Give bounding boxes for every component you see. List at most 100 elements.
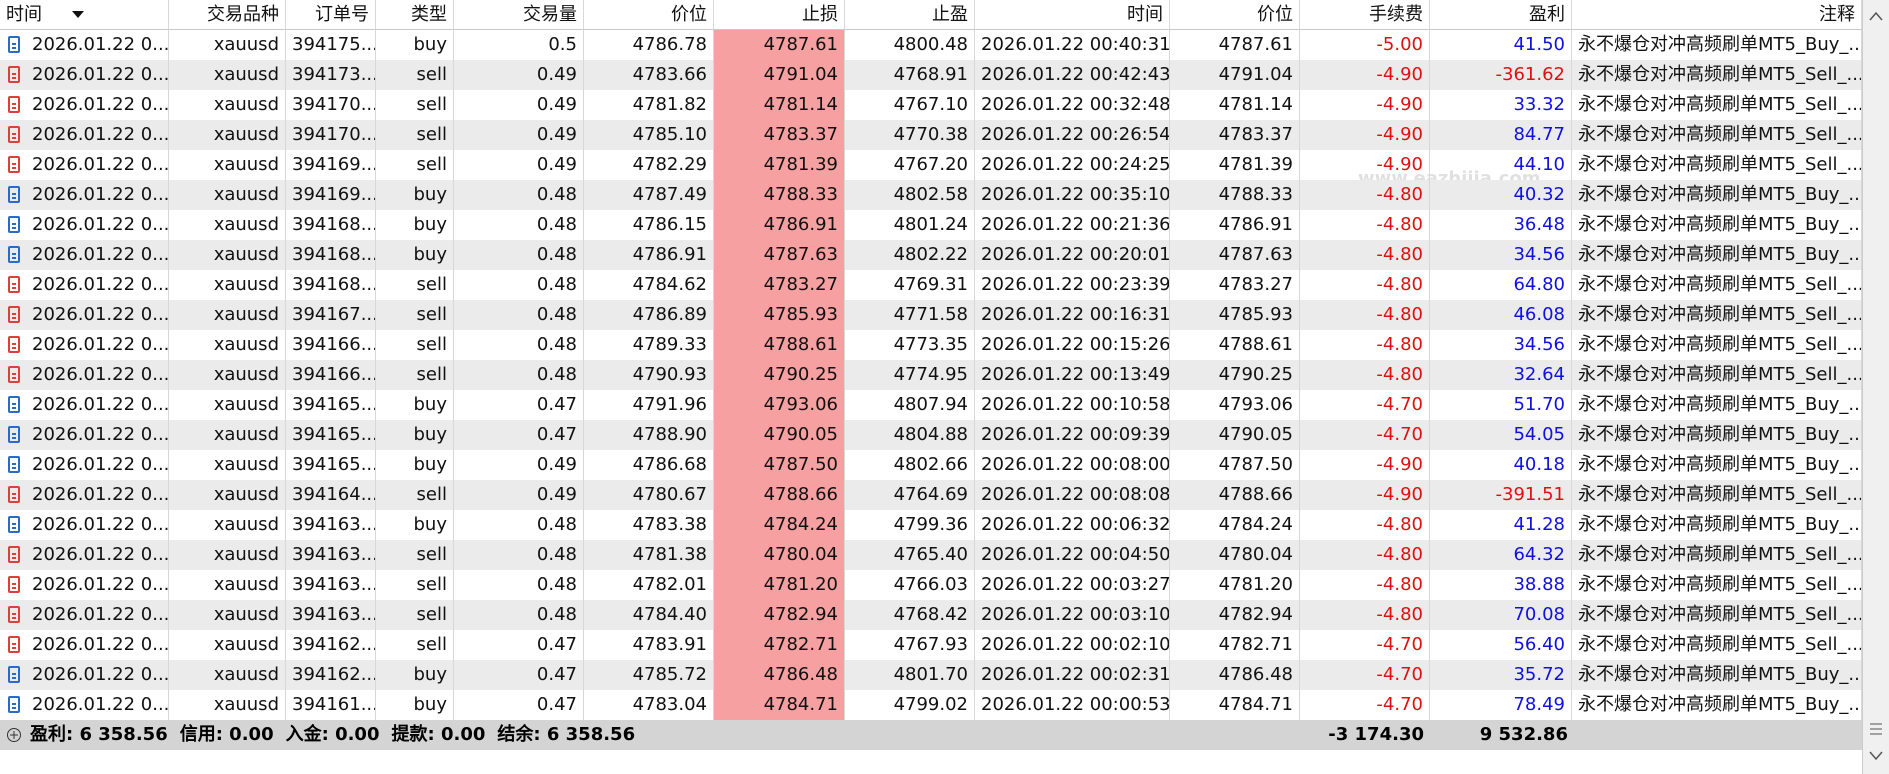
cell: sell xyxy=(376,120,454,150)
cell: xauusd xyxy=(169,690,286,720)
column-header[interactable]: 止损 xyxy=(714,0,845,30)
cell: 394170... xyxy=(286,90,376,120)
commission-total: -3 174.30 xyxy=(1328,724,1424,745)
cell: 4790.25 xyxy=(1170,360,1300,390)
cell: 永不爆仓对冲高频刷单MT5_Sell_... xyxy=(1572,360,1862,390)
column-header[interactable]: 手续费 xyxy=(1300,0,1430,30)
order-icon xyxy=(8,66,20,83)
cell: 永不爆仓对冲高频刷单MT5_Sell_... xyxy=(1572,270,1862,300)
cell: 0.48 xyxy=(454,240,584,270)
trade-row[interactable]: 2026.01.22 0... xauusd 394162... sell 0.47 47… xyxy=(0,630,1862,660)
cell: 0.48 xyxy=(454,330,584,360)
trade-row[interactable]: 2026.01.22 0... xauusd 394163... sell 0.48 47… xyxy=(0,570,1862,600)
cell: 4784.24 xyxy=(1170,510,1300,540)
cell: 2026.01.22 0... xyxy=(0,330,169,360)
cell: 394163... xyxy=(286,600,376,630)
column-header[interactable]: 价位 xyxy=(584,0,714,30)
cell: xauusd xyxy=(169,420,286,450)
trade-row[interactable]: 2026.01.22 0... xauusd 394163... sell 0.48 47… xyxy=(0,540,1862,570)
cell: 2026.01.22 00:42:43 xyxy=(975,60,1170,90)
cell: 2026.01.22 0... xyxy=(0,150,169,180)
column-header[interactable]: 盈利 xyxy=(1430,0,1572,30)
trade-row[interactable]: 2026.01.22 0... xauusd 394168... sell 0.48 47… xyxy=(0,270,1862,300)
trade-row[interactable]: 2026.01.22 0... xauusd 394161... buy 0.47 478… xyxy=(0,690,1862,720)
cell: xauusd xyxy=(169,630,286,660)
column-header[interactable]: 价位 xyxy=(1170,0,1300,30)
cell: sell xyxy=(376,330,454,360)
cell: -4.90 xyxy=(1300,480,1430,510)
column-header[interactable]: 交易量 xyxy=(454,0,584,30)
cell: 4782.71 xyxy=(1170,630,1300,660)
cell: 0.49 xyxy=(454,150,584,180)
cell: 0.5 xyxy=(454,30,584,60)
column-header[interactable]: 交易品种 xyxy=(169,0,286,30)
cell: 394161... xyxy=(286,690,376,720)
trade-row[interactable]: 2026.01.22 0... xauusd 394169... buy 0.48 478… xyxy=(0,180,1862,210)
column-header[interactable]: 止盈 xyxy=(845,0,975,30)
column-header[interactable]: 类型 xyxy=(376,0,454,30)
column-header[interactable]: 时间 xyxy=(975,0,1170,30)
cell: -4.80 xyxy=(1300,180,1430,210)
order-icon xyxy=(8,426,20,443)
trade-row[interactable]: 2026.01.22 0... xauusd 394169... sell 0.49 47… xyxy=(0,150,1862,180)
cell: 4774.95 xyxy=(845,360,975,390)
trade-row[interactable]: 2026.01.22 0... xauusd 394173... sell 0.49 47… xyxy=(0,60,1862,90)
column-header[interactable]: 注释 xyxy=(1572,0,1862,30)
cell: 0.47 xyxy=(454,420,584,450)
cell: 4771.58 xyxy=(845,300,975,330)
cell: 4786.15 xyxy=(584,210,714,240)
cell: 永不爆仓对冲高频刷单MT5_Sell_... xyxy=(1572,330,1862,360)
trade-row[interactable]: 2026.01.22 0... xauusd 394168... buy 0.48 478… xyxy=(0,210,1862,240)
trade-row[interactable]: 2026.01.22 0... xauusd 394163... sell 0.48 47… xyxy=(0,600,1862,630)
cell: 2026.01.22 00:09:39 xyxy=(975,420,1170,450)
cell: 0.48 xyxy=(454,510,584,540)
trade-row[interactable]: 2026.01.22 0... xauusd 394165... buy 0.47 479… xyxy=(0,390,1862,420)
cell: 0.48 xyxy=(454,570,584,600)
cell: 4783.27 xyxy=(714,270,845,300)
cell: -4.80 xyxy=(1300,360,1430,390)
cell: 2026.01.22 0... xyxy=(0,180,169,210)
order-icon xyxy=(8,576,20,593)
cell: 0.49 xyxy=(454,60,584,90)
trade-row[interactable]: 2026.01.22 0... xauusd 394164... sell 0.49 47… xyxy=(0,480,1862,510)
cell: -4.90 xyxy=(1300,60,1430,90)
cell: 4783.04 xyxy=(584,690,714,720)
column-header[interactable]: 订单号 xyxy=(286,0,376,30)
cell: 2026.01.22 0... xyxy=(0,270,169,300)
cell: 4767.20 xyxy=(845,150,975,180)
cell: 4783.91 xyxy=(584,630,714,660)
trade-row[interactable]: 2026.01.22 0... xauusd 394168... buy 0.48 478… xyxy=(0,240,1862,270)
trade-row[interactable]: 2026.01.22 0... xauusd 394175... buy 0.5 4786… xyxy=(0,30,1862,60)
trade-row[interactable]: 2026.01.22 0... xauusd 394165... buy 0.47 478… xyxy=(0,420,1862,450)
cell: 2026.01.22 0... xyxy=(0,510,169,540)
cell: 永不爆仓对冲高频刷单MT5_Buy_... xyxy=(1572,240,1862,270)
cell: 51.70 xyxy=(1430,390,1572,420)
cell: xauusd xyxy=(169,510,286,540)
cell: xauusd xyxy=(169,660,286,690)
scrollbar[interactable] xyxy=(1862,0,1889,774)
cell: -4.80 xyxy=(1300,330,1430,360)
cell: 2026.01.22 0... xyxy=(0,570,169,600)
cell: sell xyxy=(376,360,454,390)
column-header[interactable]: 时间 xyxy=(0,0,169,30)
cell: 4782.71 xyxy=(714,630,845,660)
trade-row[interactable]: 2026.01.22 0... xauusd 394170... sell 0.49 47… xyxy=(0,120,1862,150)
cell: 2026.01.22 0... xyxy=(0,390,169,420)
cell: 4787.61 xyxy=(1170,30,1300,60)
cell: 70.08 xyxy=(1430,600,1572,630)
trade-row[interactable]: 2026.01.22 0... xauusd 394165... buy 0.49 478… xyxy=(0,450,1862,480)
expand-icon[interactable] xyxy=(6,727,22,743)
trade-row[interactable]: 2026.01.22 0... xauusd 394162... buy 0.47 478… xyxy=(0,660,1862,690)
trade-row[interactable]: 2026.01.22 0... xauusd 394170... sell 0.49 47… xyxy=(0,90,1862,120)
trade-row[interactable]: 2026.01.22 0... xauusd 394167... sell 0.48 47… xyxy=(0,300,1862,330)
cell: 41.28 xyxy=(1430,510,1572,540)
trade-row[interactable]: 2026.01.22 0... xauusd 394166... sell 0.48 47… xyxy=(0,330,1862,360)
order-icon xyxy=(8,456,20,473)
order-icon xyxy=(8,396,20,413)
cell: 4773.35 xyxy=(845,330,975,360)
cell: buy xyxy=(376,180,454,210)
cell: 4786.91 xyxy=(1170,210,1300,240)
trade-row[interactable]: 2026.01.22 0... xauusd 394166... sell 0.48 47… xyxy=(0,360,1862,390)
cell: 0.48 xyxy=(454,540,584,570)
trade-row[interactable]: 2026.01.22 0... xauusd 394163... buy 0.48 478… xyxy=(0,510,1862,540)
